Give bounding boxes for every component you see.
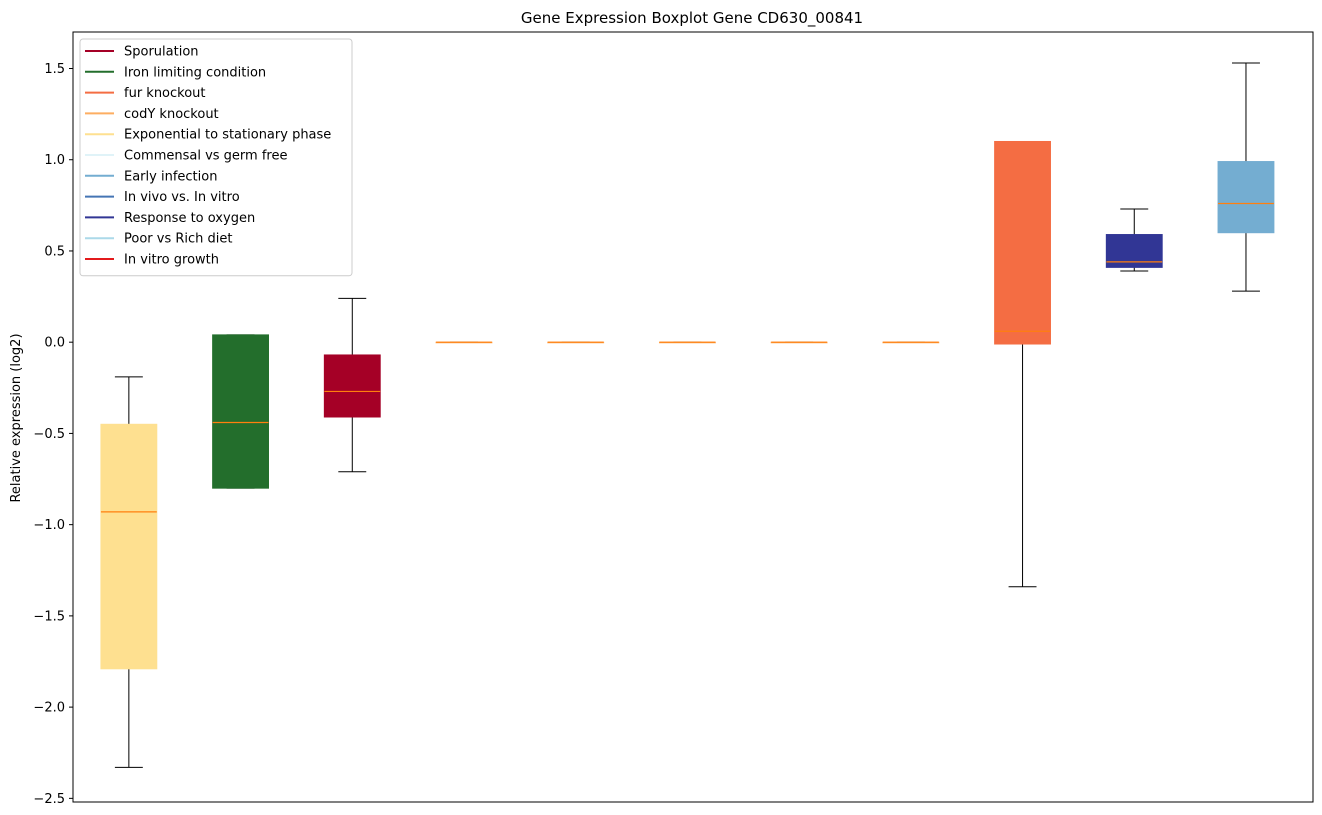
- legend-label: In vivo vs. In vitro: [124, 190, 240, 205]
- y-tick-label: 0.5: [44, 244, 65, 259]
- legend-label: In vitro growth: [124, 253, 219, 268]
- box-group: [100, 376, 158, 768]
- box-group: [1217, 62, 1275, 292]
- legend-label: codY knockout: [124, 107, 219, 122]
- box-group: [770, 341, 828, 344]
- box: [994, 140, 1051, 345]
- y-tick-label: −2.5: [33, 792, 65, 807]
- box-group: [435, 341, 493, 344]
- legend-label: Exponential to stationary phase: [124, 128, 331, 143]
- y-tick-label: −1.0: [33, 518, 65, 533]
- box: [100, 423, 158, 670]
- legend-label: Poor vs Rich diet: [124, 232, 232, 247]
- y-tick-label: −2.0: [33, 701, 65, 716]
- y-axis-label: Relative expression (log2): [9, 333, 24, 502]
- box: [212, 334, 269, 489]
- y-axis: −2.5 −2.0 −1.5 −1.0 −0.5 0.0 0.5 1.0 1.5: [33, 62, 73, 807]
- legend-label: Response to oxygen: [124, 211, 255, 226]
- y-tick-label: 1.0: [44, 153, 65, 168]
- y-tick-label: 1.5: [44, 62, 65, 77]
- box-group: [994, 140, 1051, 588]
- chart-title: Gene Expression Boxplot Gene CD630_00841: [521, 9, 863, 28]
- legend-label: Sporulation: [124, 45, 199, 60]
- box-group: [547, 341, 605, 344]
- box-group: [658, 341, 716, 344]
- y-tick-label: −0.5: [33, 427, 65, 442]
- legend-label: Commensal vs germ free: [124, 149, 287, 164]
- box-group: [1105, 208, 1163, 272]
- box: [1217, 161, 1275, 234]
- legend-label: fur knockout: [124, 86, 206, 101]
- box: [323, 354, 381, 418]
- y-tick-label: −1.5: [33, 609, 65, 624]
- box-group: [212, 334, 269, 489]
- plot-frame: [72, 31, 1314, 803]
- legend-label: Early infection: [124, 169, 217, 184]
- y-tick-label: 0.0: [44, 336, 65, 351]
- legend-frame: [79, 38, 353, 277]
- legend-label: Iron limiting condition: [124, 65, 266, 80]
- box-group: [882, 341, 940, 344]
- legend: Sporulation Iron limiting condition fur kn…: [79, 38, 353, 277]
- box-group: [323, 297, 381, 473]
- boxes-layer: [100, 62, 1275, 768]
